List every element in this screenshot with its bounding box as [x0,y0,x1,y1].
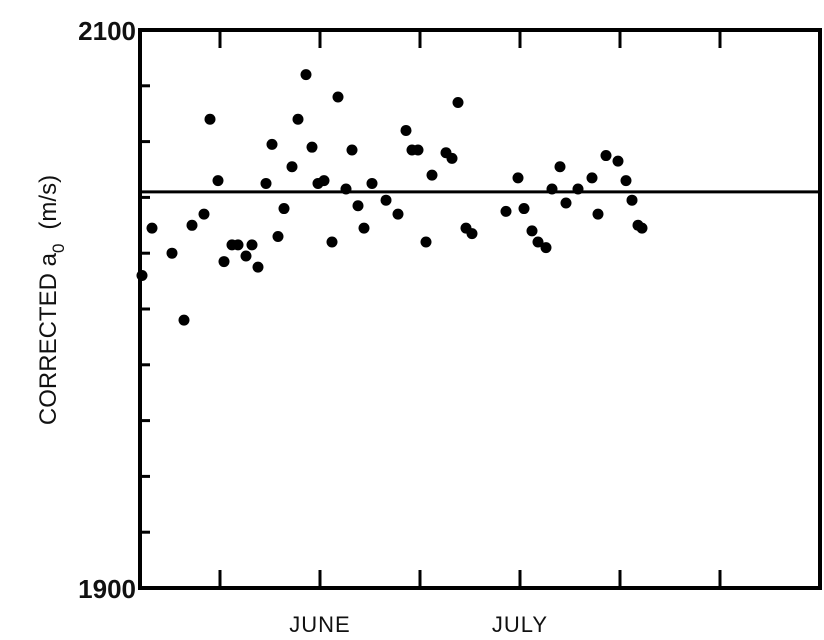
data-point [204,113,216,125]
data-point [136,270,148,282]
data-points [136,69,648,326]
data-point [252,261,264,273]
data-point [292,113,304,125]
data-point [500,205,512,217]
data-point [526,225,538,237]
y-axis-label-unit: (m/s) [35,175,62,230]
data-point [278,203,290,215]
data-point [586,172,598,184]
data-point [146,222,158,234]
data-point [232,239,244,251]
data-point [246,239,258,251]
data-point [198,208,210,220]
data-point [540,242,552,254]
data-point [218,256,230,268]
y-tick-label-max: 2100 [78,16,136,46]
data-point [212,175,224,187]
x-tick-label: JUNE [289,612,350,637]
data-point [636,222,648,234]
data-point [326,236,338,248]
data-point [412,144,424,156]
data-point [400,124,412,136]
data-point [426,169,438,181]
data-point [186,219,198,231]
data-point [626,194,638,206]
data-point [240,250,252,262]
data-point [332,91,344,103]
data-point [392,208,404,220]
data-point [178,314,190,326]
data-point [518,203,530,215]
data-point [560,197,572,209]
data-point [452,97,464,109]
plot-frame [138,28,822,590]
data-point [532,236,544,248]
data-point [286,161,298,173]
data-point [600,150,612,162]
y-axis-label: CORRECTED a0 (m/s) [35,175,68,425]
data-point [620,175,632,187]
data-point [592,208,604,220]
data-point [466,228,478,240]
data-point [358,222,370,234]
data-point [260,177,272,189]
data-point [272,230,284,242]
x-ticks [218,30,722,588]
x-tick-labels: JUNE JULY [289,612,548,637]
y-axis-label-subscript: 0 [49,244,68,253]
data-point [166,247,178,259]
x-tick-label: JULY [492,612,548,637]
data-point [554,161,566,173]
data-point [546,183,558,195]
data-point [446,152,458,164]
data-point [318,175,330,187]
data-point [366,177,378,189]
data-point [420,236,432,248]
data-point [346,144,358,156]
data-point [340,183,352,195]
data-point [572,183,584,195]
data-point [300,69,312,81]
data-point [380,194,392,206]
y-axis-label-main: CORRECTED a [35,252,62,425]
y-tick-label-min: 1900 [78,574,136,604]
data-point [612,155,624,167]
data-point [512,172,524,184]
y-minor-ticks [140,84,150,534]
data-point [352,200,364,212]
data-point [306,141,318,153]
data-point [266,138,278,150]
